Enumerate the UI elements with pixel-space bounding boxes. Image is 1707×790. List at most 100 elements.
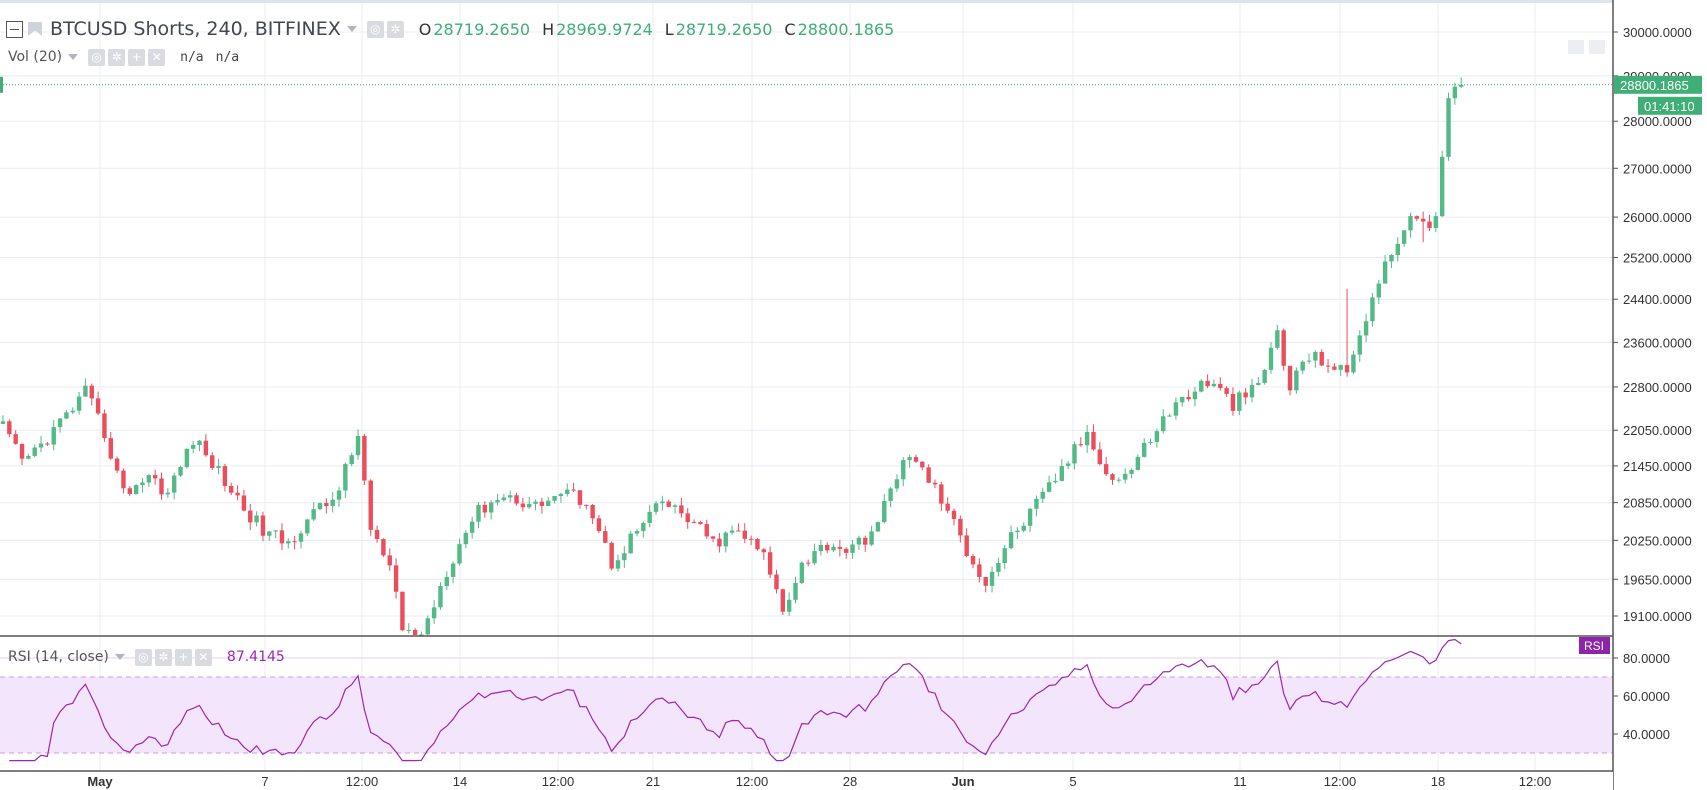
candle-body xyxy=(241,495,247,511)
candle-body xyxy=(127,488,132,494)
rsi-tag-text: RSI xyxy=(1584,639,1604,653)
candle-body xyxy=(1370,297,1375,322)
chevron-down-icon[interactable] xyxy=(68,54,79,60)
candle-body xyxy=(45,443,50,445)
candle-body xyxy=(958,518,963,536)
symbol-title[interactable]: BTCUSD Shorts, 240, BITFINEX xyxy=(50,18,341,40)
time-tick-label: 11 xyxy=(1233,774,1247,789)
plus-icon[interactable]: + xyxy=(174,648,192,666)
time-tick-label: May xyxy=(87,774,113,789)
countdown-tag xyxy=(1638,96,1702,115)
candle-body xyxy=(1103,464,1109,475)
candle-body xyxy=(1433,216,1439,229)
candle-body xyxy=(1129,469,1134,474)
chevron-down-icon[interactable] xyxy=(114,654,125,660)
candle-body xyxy=(1034,498,1039,509)
candle-body xyxy=(1325,365,1331,367)
price-tick-label: 22050.0000 xyxy=(1623,423,1692,438)
candle-body xyxy=(311,509,316,520)
candle-body xyxy=(178,466,183,476)
candle-body xyxy=(406,629,411,631)
price-tick-label: 28000.0000 xyxy=(1623,114,1692,129)
candle-body xyxy=(152,475,158,479)
rsi-label[interactable]: RSI (14, close) xyxy=(8,649,109,665)
candle-body xyxy=(742,530,747,539)
candle-body xyxy=(805,562,811,564)
gear-icon[interactable]: ✲ xyxy=(154,648,172,666)
candle-body xyxy=(812,551,817,564)
arrow-down-icon[interactable] xyxy=(1568,40,1584,54)
candle-body xyxy=(825,544,830,551)
chevron-down-icon[interactable] xyxy=(346,26,357,32)
candle-body xyxy=(121,470,126,489)
candle-body xyxy=(1167,415,1172,417)
candle-body xyxy=(273,530,278,532)
candle-body xyxy=(964,535,969,556)
candle-body xyxy=(1338,365,1343,370)
candle-body xyxy=(1357,335,1362,355)
candle-body xyxy=(539,501,545,506)
countdown-tag-text: 01:41:10 xyxy=(1644,99,1695,114)
candle-body xyxy=(197,440,202,445)
price-tick-label: 22800.0000 xyxy=(1623,380,1692,395)
price-tick-label: 26000.0000 xyxy=(1623,210,1692,225)
price-tick-label: 19650.0000 xyxy=(1623,572,1692,587)
candle-body xyxy=(362,435,367,481)
close-icon[interactable]: ✕ xyxy=(194,648,212,666)
close-icon[interactable]: ✕ xyxy=(148,48,166,66)
gear-icon[interactable]: ✲ xyxy=(108,48,126,66)
candle-body xyxy=(831,546,836,551)
candle-body xyxy=(102,413,107,439)
candle-body xyxy=(349,455,354,465)
eye-icon[interactable]: ◎ xyxy=(88,48,106,66)
candle-body xyxy=(1452,86,1458,99)
collapse-icon[interactable] xyxy=(6,20,23,38)
candle-body xyxy=(1243,392,1248,398)
candle-body xyxy=(1313,351,1318,361)
candle-body xyxy=(1395,243,1400,256)
candle-body xyxy=(977,564,982,577)
price-tick-label: 24400.0000 xyxy=(1623,292,1692,307)
time-tick-label: 12:00 xyxy=(346,774,379,789)
gear-icon[interactable]: ✲ xyxy=(386,20,404,38)
time-tick-label: 12:00 xyxy=(542,774,575,789)
candle-body xyxy=(1439,156,1445,217)
candle-body xyxy=(628,533,633,554)
candle-body xyxy=(254,515,259,523)
candle-body xyxy=(229,485,234,493)
candle-body xyxy=(1230,393,1236,411)
volume-label[interactable]: Vol (20) xyxy=(8,49,63,65)
maximize-icon[interactable] xyxy=(1589,40,1605,54)
eye-icon[interactable]: ◎ xyxy=(134,648,152,666)
candle-body xyxy=(476,504,481,522)
price-tick-label: 25200.0000 xyxy=(1623,251,1692,266)
candle-body xyxy=(7,421,12,435)
candle-body xyxy=(457,544,462,564)
time-axis-bg[interactable] xyxy=(0,772,1613,790)
candle-body xyxy=(1249,385,1255,398)
candle-body xyxy=(1459,84,1464,87)
candle-body xyxy=(882,500,887,523)
rsi-tick-label: 60.0000 xyxy=(1623,689,1670,704)
flag-icon[interactable] xyxy=(28,22,42,36)
candle-body xyxy=(951,510,957,519)
candle-body xyxy=(1180,396,1185,403)
candle-body xyxy=(1021,525,1026,531)
candle-body xyxy=(279,530,285,544)
candle-body xyxy=(1173,402,1179,416)
price-tick-label: 20850.0000 xyxy=(1623,496,1692,511)
candle-body xyxy=(1420,218,1426,222)
candle-body xyxy=(647,511,652,523)
plus-icon[interactable]: + xyxy=(128,48,146,66)
candle-body xyxy=(393,565,399,592)
ohlc-low-key: L xyxy=(664,19,674,39)
candle-body xyxy=(672,505,678,507)
candle-body xyxy=(1008,532,1014,549)
candle-body xyxy=(19,443,25,459)
candle-body xyxy=(622,553,627,561)
eye-icon[interactable]: ◎ xyxy=(366,20,384,38)
candle-body xyxy=(1002,548,1007,564)
candle-body xyxy=(1281,330,1286,366)
